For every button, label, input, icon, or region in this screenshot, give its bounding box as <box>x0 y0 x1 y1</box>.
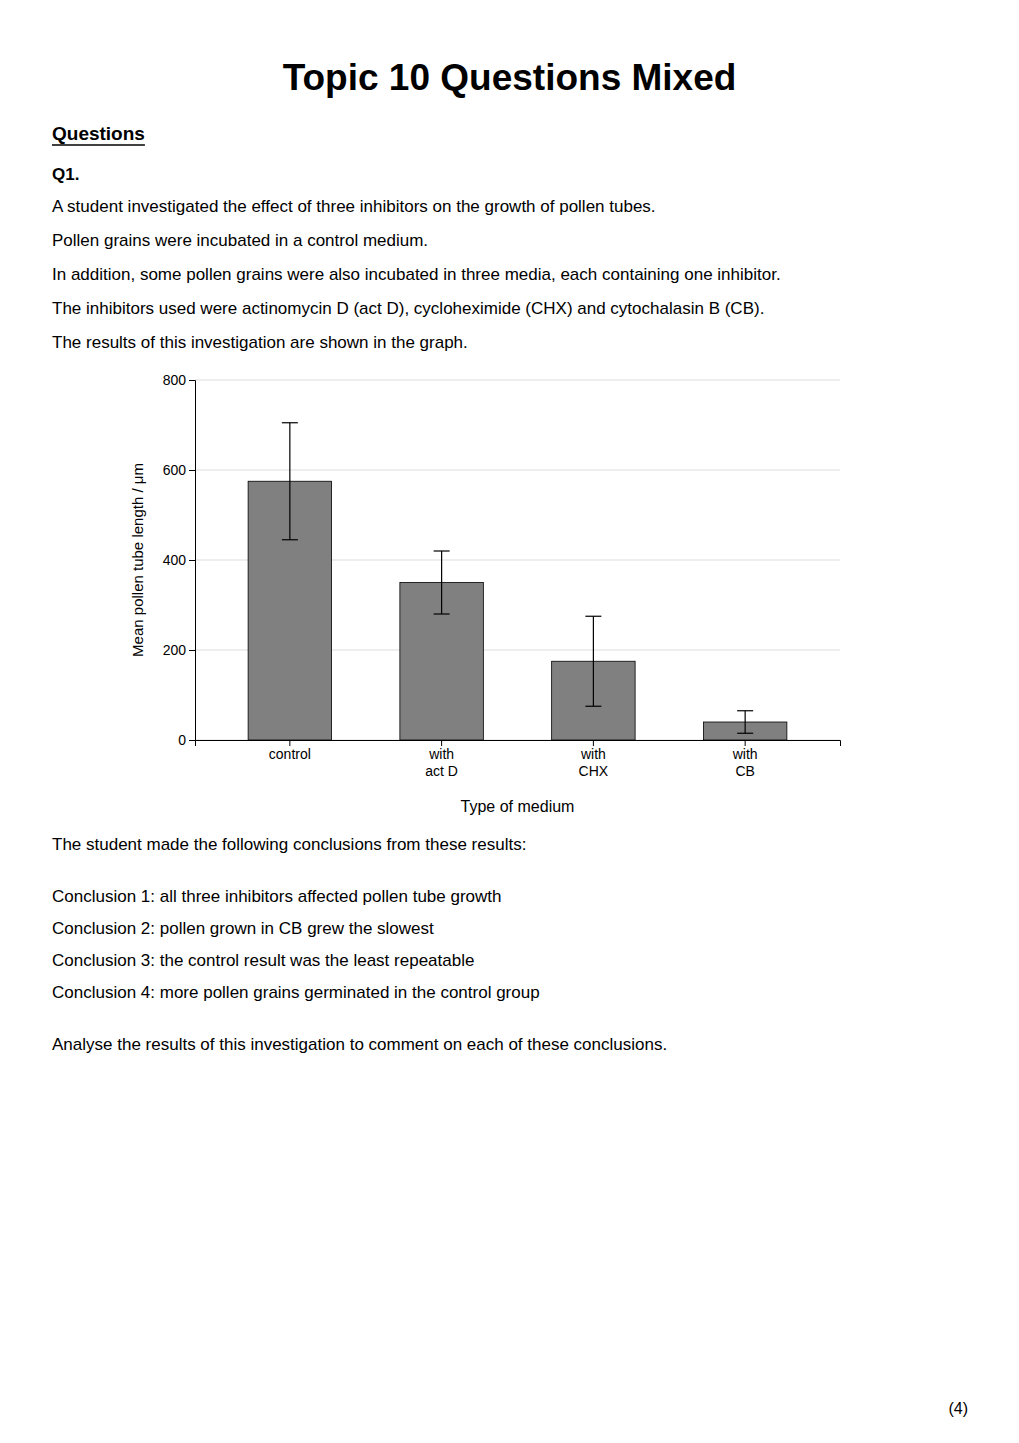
grid-line <box>195 470 840 471</box>
post-text: Analyse the results of this investigatio… <box>52 1035 667 1054</box>
y-axis-title: Mean pollen tube length / μm <box>129 463 146 657</box>
error-bar-cap <box>282 539 298 540</box>
post-text: Conclusion 2: pollen grown in CB grew th… <box>52 919 434 938</box>
y-tick-mark <box>189 560 195 561</box>
error-bar <box>585 616 601 706</box>
paragraph: A student investigated the effect of thr… <box>52 197 656 216</box>
x-tick: control <box>269 740 311 762</box>
y-tick: 400 <box>163 552 195 568</box>
paragraph: The results of this investigation are sh… <box>52 333 468 352</box>
grid-line <box>195 380 840 381</box>
question-label: Q1. <box>52 165 79 184</box>
x-axis: control withact D withCHX withCB <box>196 740 841 779</box>
y-tick-mark <box>189 740 195 741</box>
paragraph: In addition, some pollen grains were als… <box>52 265 781 284</box>
error-bar-stem <box>289 423 290 540</box>
x-tick-label: control <box>269 746 311 762</box>
x-tick: withCHX <box>579 740 609 779</box>
post-text: Conclusion 1: all three inhibitors affec… <box>52 887 502 906</box>
paragraph: The inhibitors used were actinomycin D (… <box>52 299 764 318</box>
x-tick-label: withact D <box>425 746 458 779</box>
error-bar-stem <box>441 551 442 614</box>
y-tick-label: 0 <box>178 732 186 748</box>
post-text: The student made the following conclusio… <box>52 835 526 854</box>
y-axis-line <box>189 381 196 741</box>
error-bar-cap <box>737 733 753 734</box>
error-bar-cap <box>434 613 450 614</box>
x-axis-title: Type of medium <box>461 798 575 815</box>
y-tick-label: 200 <box>163 642 187 658</box>
y-tick: 800 <box>163 372 195 388</box>
header-underline <box>52 144 145 146</box>
section-header: Questions <box>52 123 145 144</box>
x-tick: withCB <box>732 740 758 779</box>
marks: (4) <box>948 1400 968 1417</box>
y-tick-label: 400 <box>163 552 187 568</box>
page-title: Topic 10 Questions Mixed <box>283 57 737 98</box>
y-tick-label: 800 <box>163 372 187 388</box>
x-tick-label: withCHX <box>579 746 609 779</box>
y-tick-mark <box>189 650 195 651</box>
error-bar-stem <box>593 616 594 706</box>
post-text: Conclusion 4: more pollen grains germina… <box>52 983 540 1002</box>
error-bar-cap <box>434 550 450 551</box>
error-bar-cap <box>282 422 298 423</box>
paragraph: Pollen grains were incubated in a contro… <box>52 231 428 250</box>
error-bar-cap <box>585 616 601 617</box>
post-text: Conclusion 3: the control result was the… <box>52 951 474 970</box>
page: Topic 10 Questions Mixed Questions Q1. A st… <box>0 0 1019 1443</box>
error-bar-cap <box>737 710 753 711</box>
grid <box>195 380 840 740</box>
plot-area <box>248 423 787 740</box>
error-bar <box>737 711 753 734</box>
y-tick: 600 <box>163 462 195 478</box>
y-tick-mark <box>189 380 195 381</box>
error-bar <box>434 551 450 614</box>
chart: 0 200 400 600 800 control withact D withCHX with… <box>129 372 841 815</box>
y-tick-mark <box>189 470 195 471</box>
error-bar-stem <box>745 711 746 734</box>
x-tick-label: withCB <box>732 746 758 779</box>
y-axis: 0 200 400 600 800 <box>163 372 196 748</box>
y-tick-label: 600 <box>163 462 187 478</box>
x-tick: withact D <box>425 740 458 779</box>
error-bar-cap <box>585 706 601 707</box>
y-tick: 200 <box>163 642 195 658</box>
error-bar <box>282 423 298 540</box>
y-tick: 0 <box>178 732 195 748</box>
